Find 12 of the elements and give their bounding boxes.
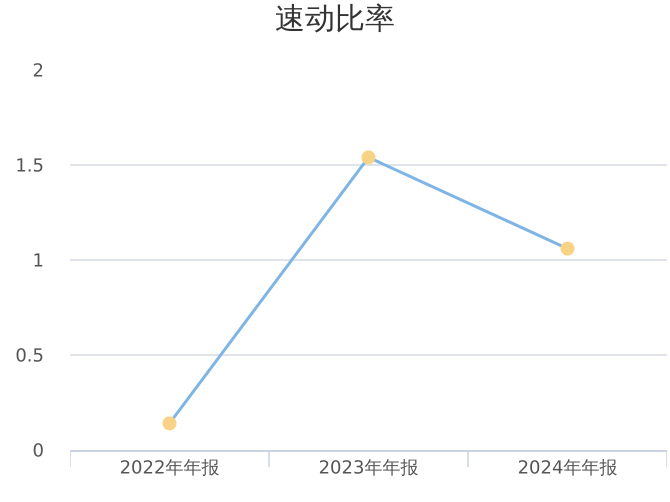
point: [362, 150, 376, 164]
chart-title: 速动比率: [275, 2, 395, 37]
point: [560, 242, 574, 256]
y-tick-label: 1: [32, 250, 44, 272]
point: [162, 416, 176, 430]
y-tick-label: 2: [32, 60, 44, 82]
x-tick-label: 2023年年报: [318, 457, 418, 478]
x-tick-label: 2024年年报: [518, 457, 618, 478]
y-tick-label: 0: [32, 440, 44, 462]
y-tick-label: 1.5: [15, 155, 44, 176]
x-tick-label: 2022年年报: [120, 457, 220, 478]
y-tick-label: 0.5: [15, 345, 44, 366]
